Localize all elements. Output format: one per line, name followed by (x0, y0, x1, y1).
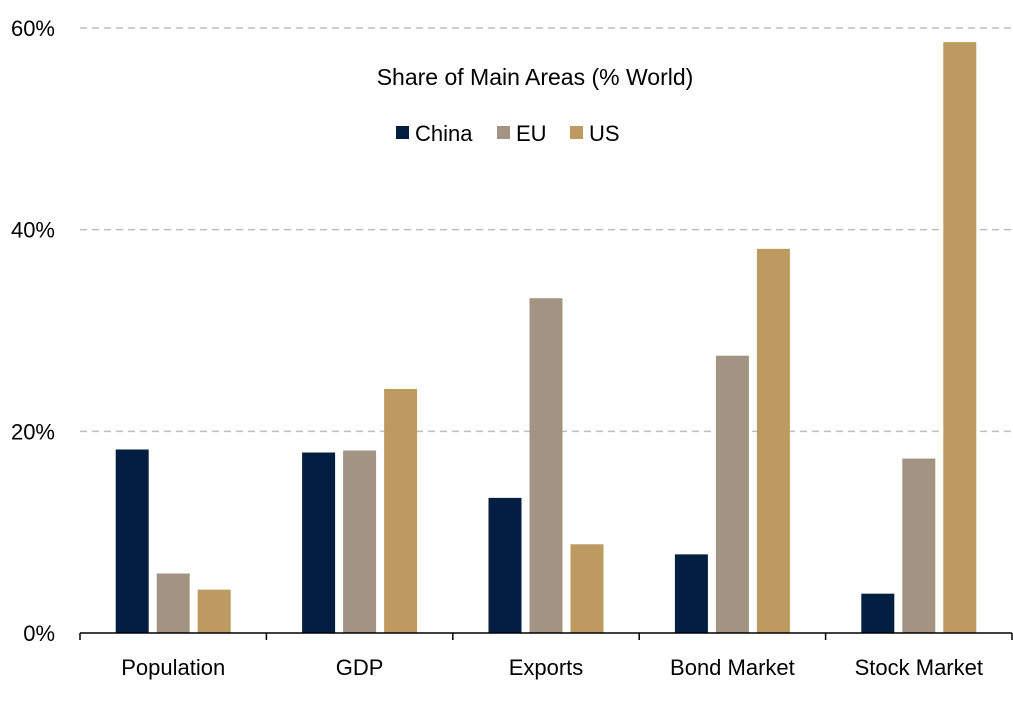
bar-us (943, 42, 977, 634)
bar-eu (902, 458, 936, 633)
legend-swatch-us (570, 126, 583, 139)
bar-china (115, 449, 149, 633)
x-tick-label: GDP (336, 655, 384, 680)
bar-china (488, 497, 522, 633)
chart-title: Share of Main Areas (% World) (377, 64, 694, 90)
axes: 0% 20% 40% 60% Population GDP Exports Bond Mark… (11, 16, 1013, 680)
x-tick-label: Exports (509, 655, 584, 680)
x-tick-label: Stock Market (855, 655, 983, 680)
y-tick-label: 20% (11, 419, 55, 444)
y-tick-label: 40% (11, 218, 55, 243)
legend: China EU US (396, 121, 620, 146)
legend-label-eu: EU (516, 121, 547, 146)
bar-us (384, 388, 418, 633)
y-tick-label: 60% (11, 16, 55, 41)
legend-swatch-china (396, 126, 409, 139)
legend-label-us: US (589, 121, 620, 146)
y-tick-label: 0% (23, 621, 55, 646)
bar-eu (715, 355, 749, 633)
bar-eu (343, 450, 377, 633)
bar-eu (156, 573, 190, 633)
bar-china (302, 452, 336, 633)
bar-eu (529, 298, 563, 633)
bar-us (197, 589, 231, 633)
bar-us (570, 544, 604, 633)
bar-china (861, 593, 895, 633)
legend-label-china: China (415, 121, 473, 146)
bars (115, 42, 977, 634)
x-tick-label: Bond Market (670, 655, 795, 680)
bar-us (756, 248, 790, 633)
x-tick-label: Population (121, 655, 225, 680)
legend-swatch-eu (497, 126, 510, 139)
bar-china (674, 554, 708, 633)
